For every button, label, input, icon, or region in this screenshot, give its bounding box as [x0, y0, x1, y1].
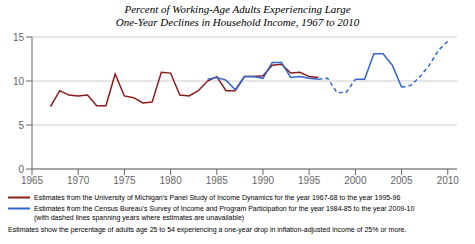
svg-text:1965: 1965 [21, 175, 44, 186]
svg-text:1980: 1980 [159, 175, 182, 186]
svg-text:1970: 1970 [67, 175, 90, 186]
svg-text:2000: 2000 [344, 175, 367, 186]
svg-text:2005: 2005 [390, 175, 413, 186]
svg-text:2010: 2010 [437, 175, 460, 186]
svg-text:10: 10 [13, 76, 25, 87]
html-text:Estimates from the Census Bure: Estimates from the Census Bureau's Surve… [34, 205, 415, 221]
html-text:Estimates from the University: Estimates from the University of Michiga… [34, 194, 401, 201]
svg-text:15: 15 [13, 32, 25, 43]
html-text:Percent of Working-Age Adults: Percent of Working-Age Adults Experienci… [115, 3, 360, 28]
svg-text:1990: 1990 [252, 175, 275, 186]
svg-text:1995: 1995 [298, 175, 321, 186]
svg-text:1975: 1975 [113, 175, 136, 186]
html-text:Estimates show the percentage: Estimates show the percentage of adults … [8, 226, 407, 233]
svg-text:0: 0 [18, 164, 24, 175]
svg-text:1985: 1985 [206, 175, 229, 186]
svg-text:5: 5 [18, 120, 24, 131]
